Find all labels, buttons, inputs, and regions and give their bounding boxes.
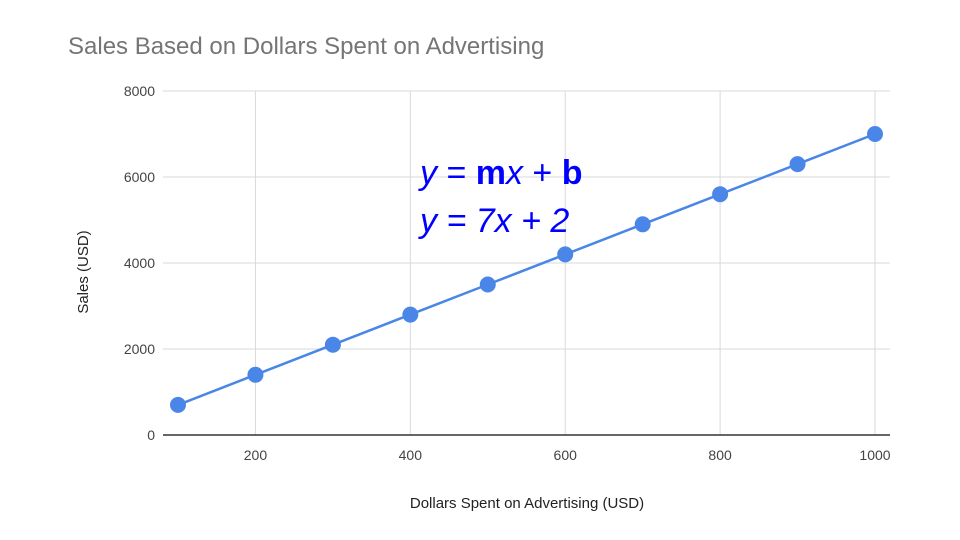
x-tick-label: 800 [708, 447, 732, 463]
data-point [324, 336, 341, 353]
data-point [634, 216, 651, 233]
x-axis-label: Dollars Spent on Advertising (USD) [410, 495, 644, 512]
data-point [712, 186, 729, 203]
y-tick-label: 2000 [124, 341, 155, 357]
y-gridlines [163, 90, 890, 350]
data-point [479, 276, 496, 293]
x-tick-label: 400 [399, 447, 423, 463]
equation-general: y = mx + b [418, 154, 583, 192]
y-tick-label: 6000 [124, 169, 155, 185]
y-axis-label: Sales (USD) [75, 230, 92, 313]
y-tick-label: 8000 [124, 83, 155, 99]
chart-title: Sales Based on Dollars Spent on Advertis… [68, 33, 544, 60]
data-point [247, 366, 264, 383]
y-tick-label: 0 [147, 427, 155, 443]
series-line [177, 132, 876, 407]
x-tick-label: 600 [554, 447, 578, 463]
equation-specific: y = 7x + 2 [418, 202, 569, 240]
data-point [557, 246, 574, 263]
data-point [867, 126, 883, 142]
x-tick-label: 1000 [859, 447, 890, 463]
y-tick-label: 4000 [124, 255, 155, 271]
data-point [170, 396, 186, 413]
data-points [170, 126, 883, 413]
x-tick-label: 200 [244, 447, 268, 463]
y-tick-labels: 0 2000 4000 6000 8000 [124, 83, 155, 443]
x-tick-labels: 200 400 600 800 1000 [244, 447, 891, 463]
data-point [789, 156, 806, 173]
data-point [402, 306, 419, 323]
